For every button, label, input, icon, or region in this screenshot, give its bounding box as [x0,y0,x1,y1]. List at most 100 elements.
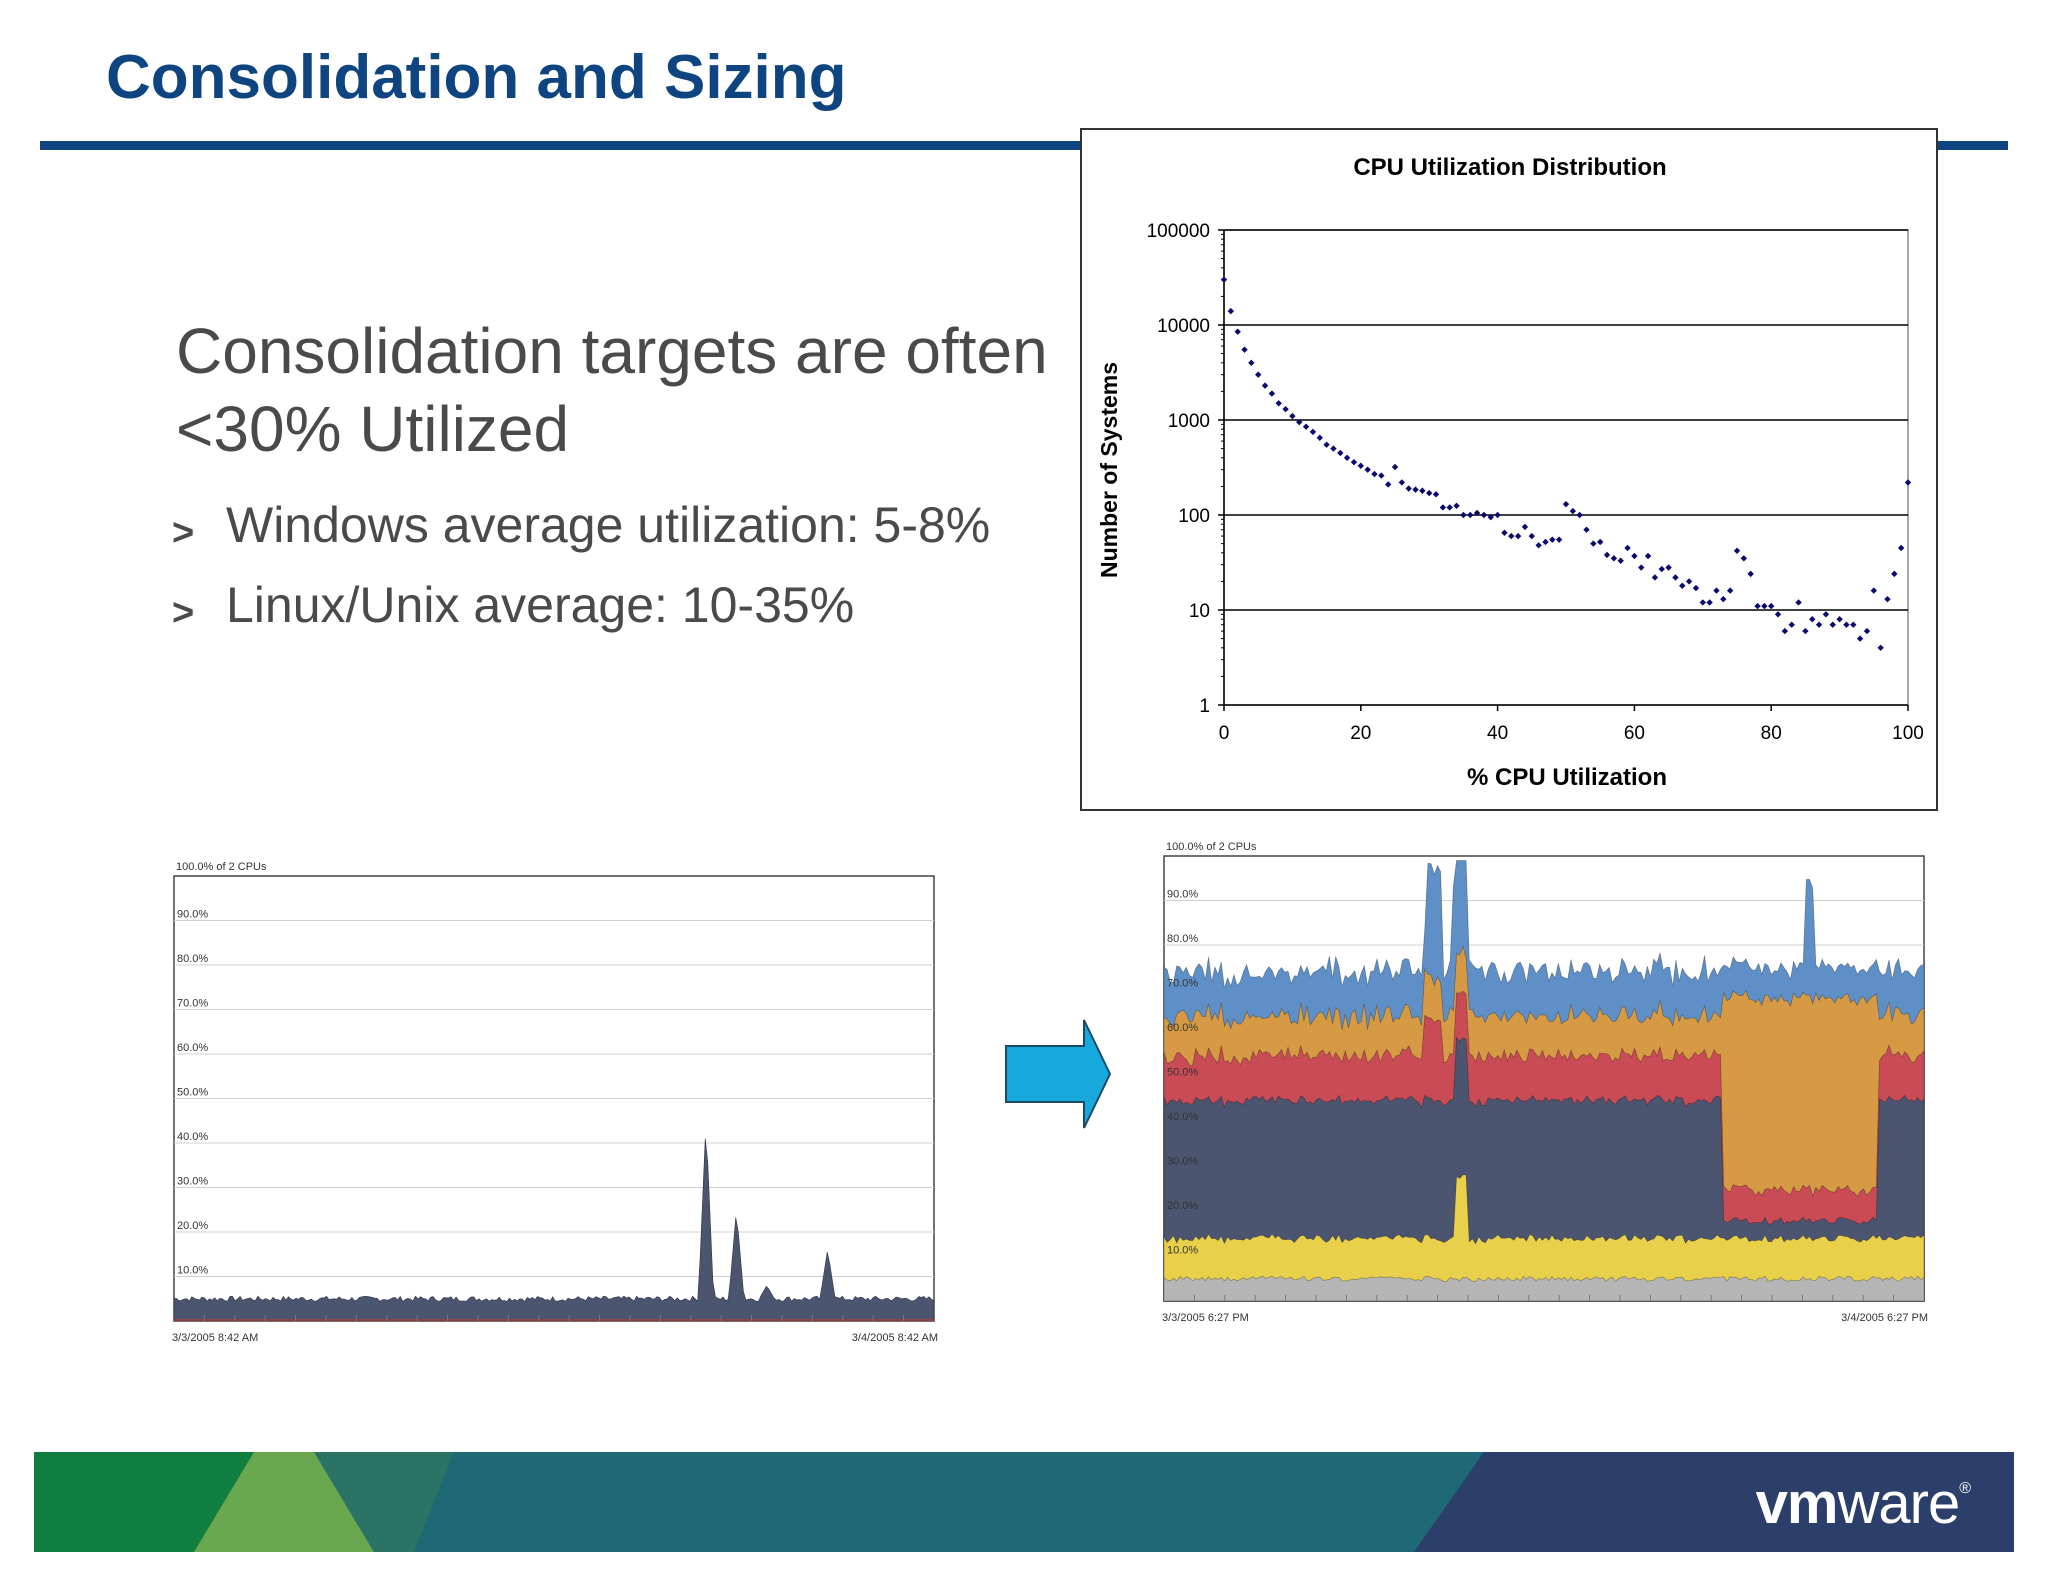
x-axis-label: % CPU Utilization [1467,764,1667,791]
data-point [1856,635,1864,642]
data-point [1357,462,1364,469]
data-point [1726,587,1734,594]
y-tick-label: 10 [1189,601,1210,622]
y-tick-label: 1000 [1168,411,1210,432]
data-point [1624,544,1631,552]
data-point [1241,346,1248,353]
title-rule [40,141,2008,150]
bullet-windows: > Windows average utilization: 5-8% [172,496,990,554]
y-tick-label: 1 [1199,696,1210,717]
data-point [1747,570,1754,578]
y-tick-label: 90.0% [177,909,208,921]
data-point [1822,611,1830,618]
x-tick-label: 80 [1761,723,1782,744]
y-tick-label: 60.0% [177,1042,208,1054]
data-point [1323,441,1330,448]
data-point [1302,423,1310,430]
bullet-linux: > Linux/Unix average: 10-35% [172,576,854,634]
data-point [1296,418,1303,426]
after-utilization-chart: 10.0% 20.0% 30.0% 40.0% 50.0% 60.0% 70.0% 80.0%… [1158,840,1938,1345]
data-point [1460,511,1467,519]
data-point [1891,570,1898,578]
data-point [1398,479,1406,486]
data-point [1597,538,1604,546]
x-range-start: 3/3/2005 6:27 PM [1162,1312,1249,1324]
data-point [1781,627,1789,635]
data-point [1638,564,1645,571]
data-point [1576,511,1583,519]
before-utilization-chart: 10.0% 20.0% 30.0% 40.0% 50.0% 60.0% 70.0% 80.0%… [168,860,948,1365]
y-axis-label: 100.0% of 2 CPUs [176,861,267,873]
x-range-start: 3/3/2005 8:42 AM [172,1332,258,1344]
data-point [1713,587,1720,594]
x-tick-label: 100 [1892,723,1924,744]
data-point [1658,565,1665,573]
data-point [1316,434,1323,441]
data-point [1446,504,1453,511]
data-point [1706,599,1713,606]
data-point [1692,584,1700,592]
y-tick-label: 10.0% [1167,1245,1198,1257]
data-point [1248,359,1255,367]
y-tick-label: 20.0% [1167,1200,1198,1212]
data-point [1802,627,1809,635]
data-point [1672,574,1679,581]
data-point [1480,511,1488,519]
data-point [1768,602,1775,610]
data-point [1583,526,1590,533]
y-tick-label: 10000 [1157,316,1210,337]
stacked-area-series [1163,1275,1925,1302]
data-point [1685,578,1693,585]
data-point [1350,458,1358,466]
data-point [1897,544,1905,552]
data-point [1542,538,1549,546]
data-point [1384,481,1392,488]
data-point [1535,542,1542,549]
stacked-area-series [1163,1036,1925,1302]
data-point [1419,487,1426,494]
data-point [1679,582,1686,589]
y-tick-label: 70.0% [1167,978,1198,990]
data-point [1829,621,1836,628]
data-point [1788,621,1795,628]
data-point [1255,371,1262,378]
y-tick-label: 40.0% [1167,1111,1198,1123]
data-point [1275,400,1282,407]
bullet-marker: > [172,591,195,634]
y-tick-label: 50.0% [177,1087,208,1099]
data-point [1699,599,1706,606]
y-tick-label: 50.0% [1167,1067,1198,1079]
slide-title: Consolidation and Sizing [106,43,847,112]
stacked-area-series [1163,1174,1925,1302]
data-point [1754,602,1761,610]
data-point [1268,390,1276,397]
y-axis-label: Number of Systems [1096,362,1122,578]
data-point [1467,511,1474,519]
data-point [1733,547,1741,554]
data-point [1569,507,1577,515]
cpu-distribution-chart: CPU Utilization Distribution Number of S… [1080,128,1938,811]
data-point [1508,532,1515,540]
headline: Consolidation targets are often <30% Uti… [176,315,1048,465]
y-tick-label: 80.0% [177,953,208,965]
y-axis-label: 100.0% of 2 CPUs [1166,841,1257,853]
data-point [1850,621,1857,628]
data-point [1282,405,1289,413]
bullet-text-linux: Linux/Unix average: 10-35% [226,577,855,633]
data-point [1863,627,1871,635]
x-tick-label: 0 [1219,723,1230,744]
y-tick-label: 20.0% [177,1220,208,1232]
y-tick-label: 90.0% [1167,889,1198,901]
data-point [1740,555,1748,562]
after-utilization-svg: 10.0% 20.0% 30.0% 40.0% 50.0% 60.0% 70.0% 80.0%… [1162,841,1928,1324]
data-point [1562,500,1570,508]
y-tick-label: 40.0% [177,1131,208,1143]
data-point [1774,611,1782,618]
x-range-end: 3/4/2005 6:27 PM [1841,1312,1928,1324]
footer-banner: vmware® [34,1452,2014,1552]
y-tick-label: 100 [1178,506,1210,527]
data-point [1371,470,1378,478]
x-tick-label: 60 [1624,723,1645,744]
y-tick-label: 30.0% [177,1176,208,1188]
data-point [1555,536,1563,543]
